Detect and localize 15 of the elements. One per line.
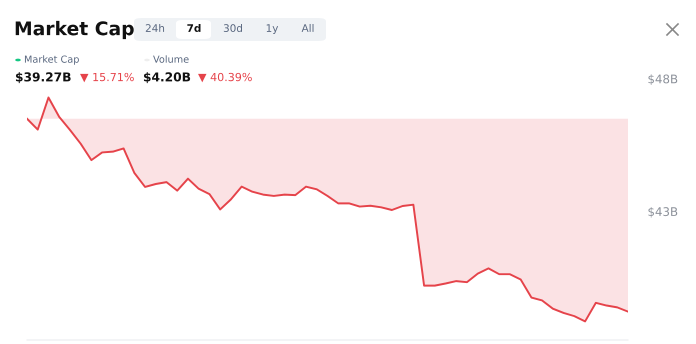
- text: All: [302, 24, 314, 32]
- annotation: $39.27B: [16, 72, 71, 84]
- line-series: [27, 96, 628, 322]
- annotation: ▼ 40.39%: [198, 72, 252, 82]
- annotation: ▼ 15.71%: [80, 72, 134, 82]
- text: 7d: [187, 24, 200, 32]
- text: Volume: [153, 55, 189, 63]
- y-tick-label: $43B: [648, 206, 678, 218]
- text: 30d: [224, 24, 242, 32]
- text: 24h: [146, 24, 164, 32]
- text: 1y: [266, 24, 278, 34]
- y-tick-label: $48B: [648, 74, 678, 85]
- text: Market Cap: [24, 55, 79, 65]
- chart-title: Market Cap: [16, 20, 134, 40]
- annotation: $4.20B: [144, 72, 190, 84]
